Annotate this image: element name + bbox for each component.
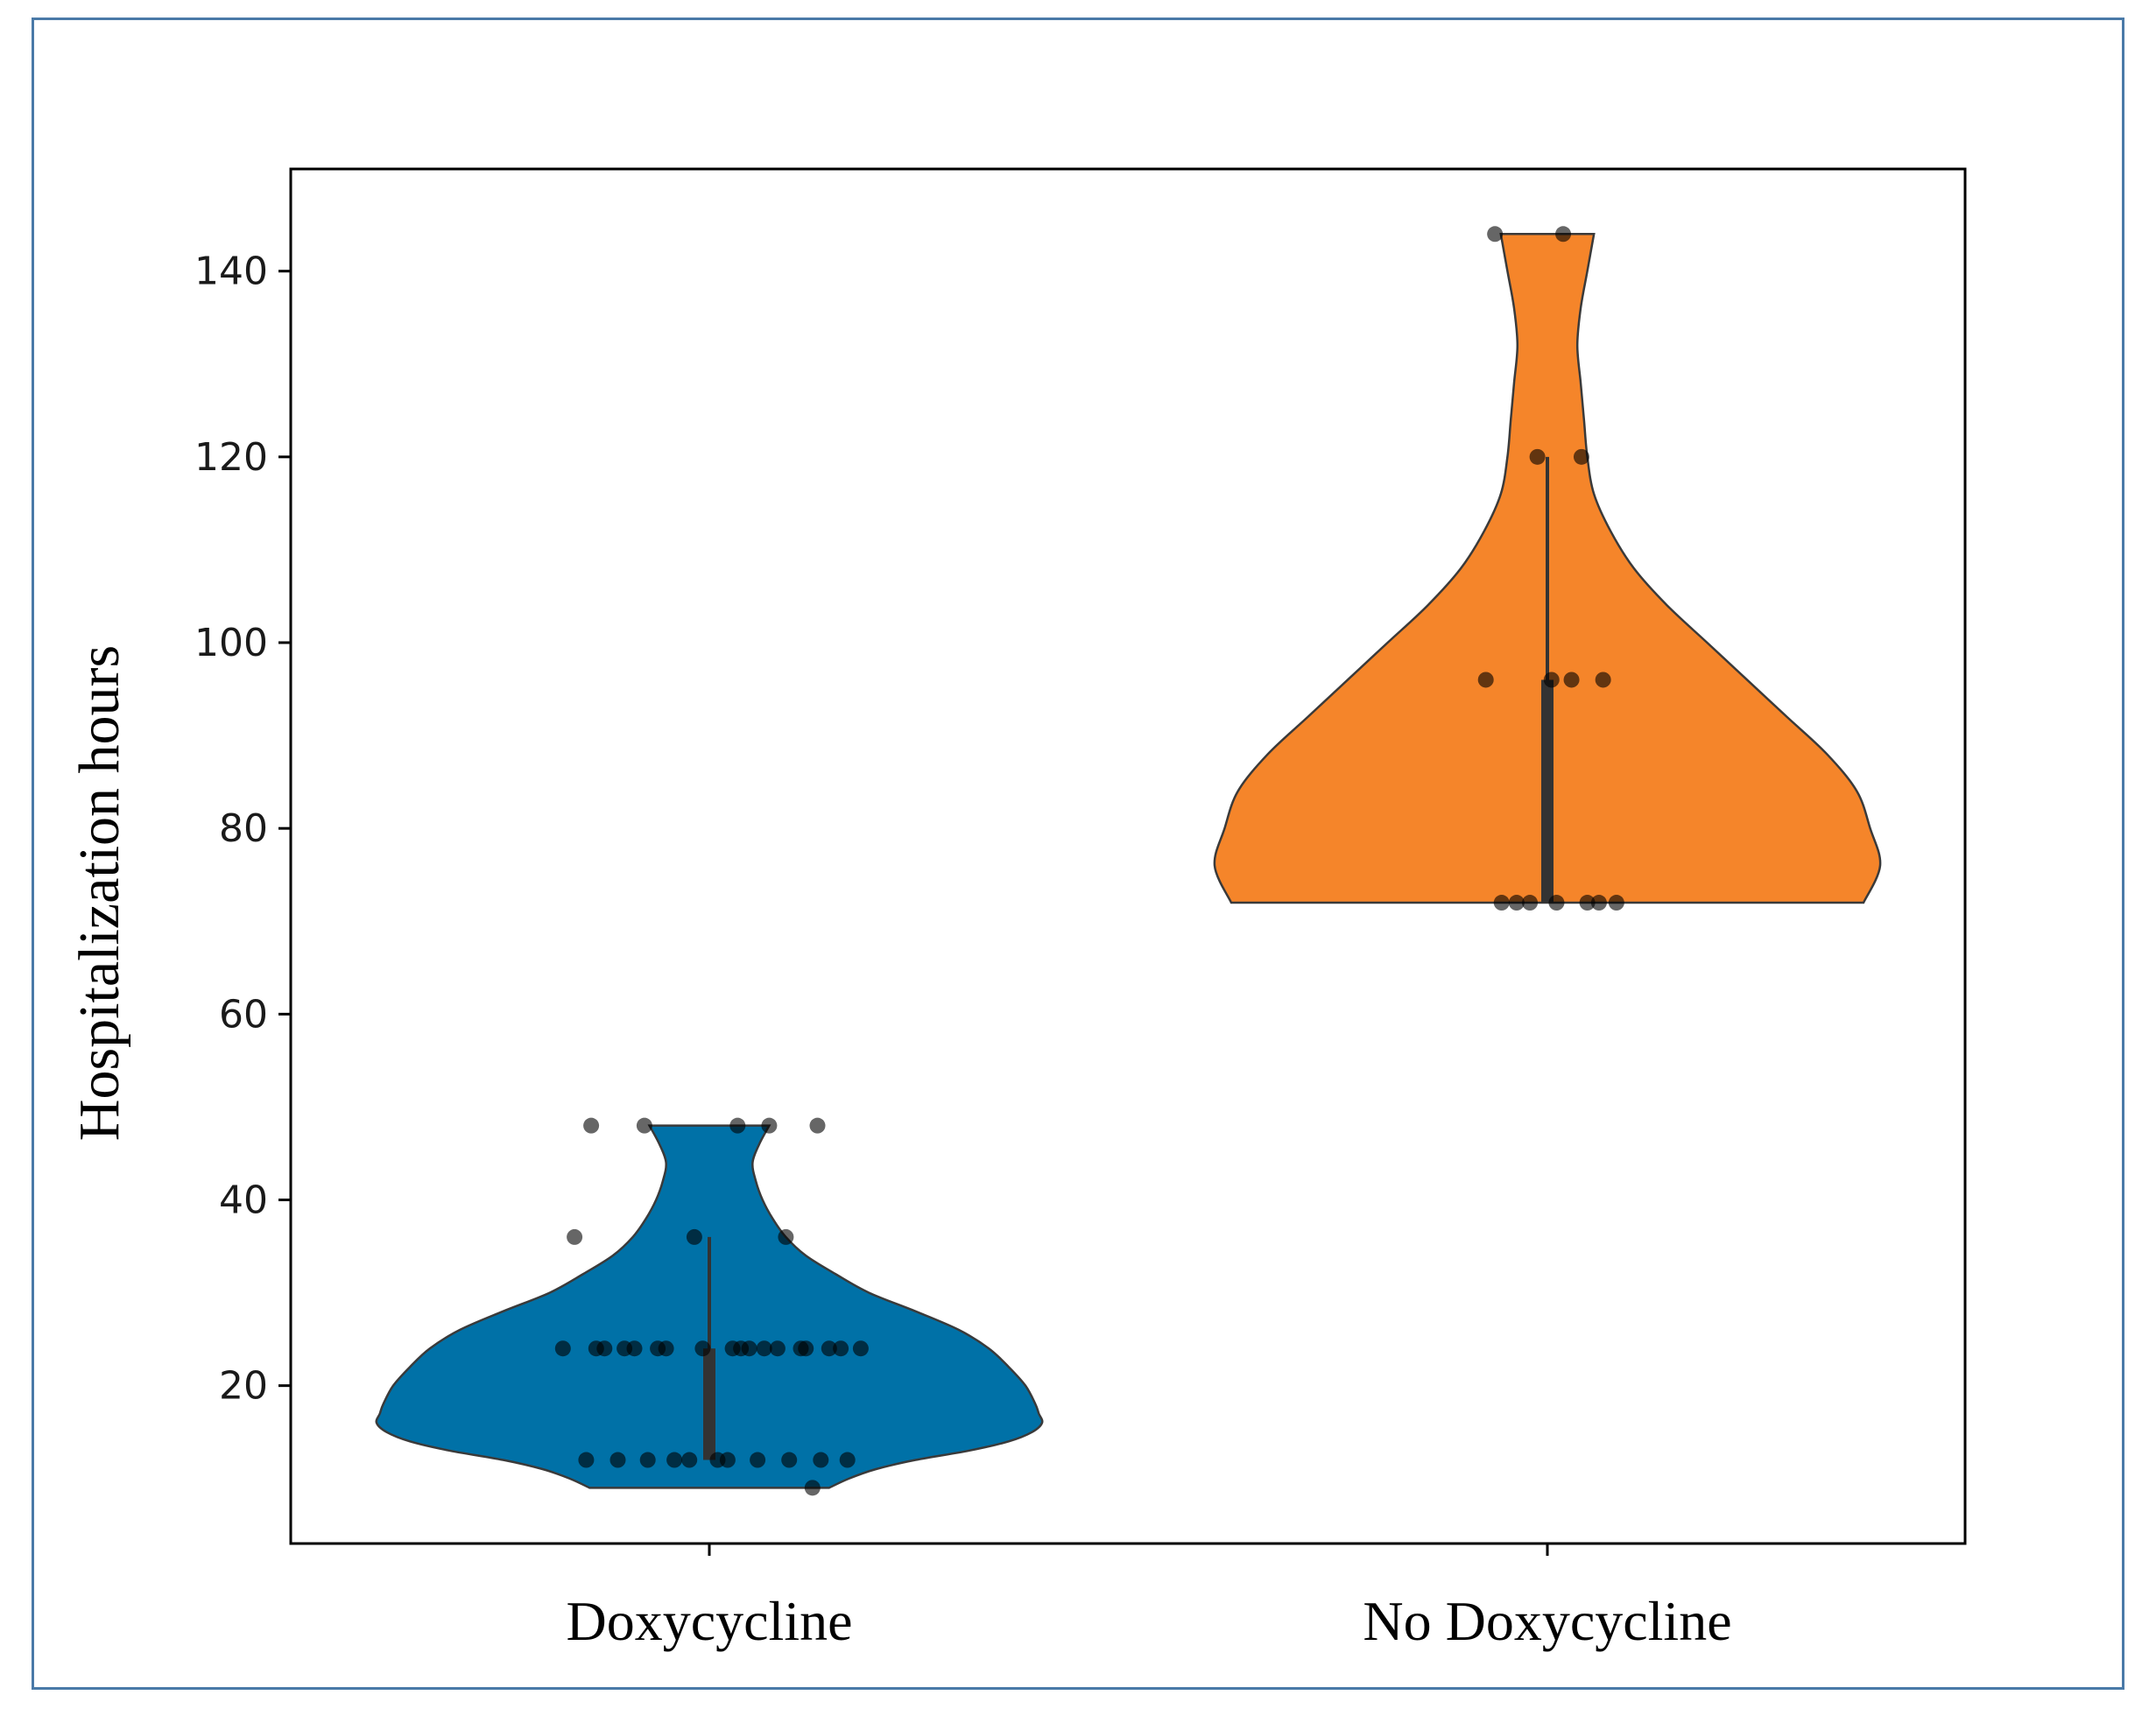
x-category-label: No Doxycycline — [1363, 1590, 1731, 1652]
y-axis: 20 40 60 80 100 120 140 — [194, 250, 291, 1409]
data-point — [821, 1340, 837, 1357]
data-point — [724, 1340, 741, 1357]
data-point — [617, 1340, 633, 1357]
data-point — [1493, 895, 1510, 911]
data-point — [813, 1452, 829, 1468]
y-tick-label: 40 — [219, 1178, 268, 1223]
y-tick-label: 60 — [219, 992, 268, 1037]
data-point — [750, 1452, 766, 1468]
data-point — [686, 1228, 702, 1245]
data-point — [778, 1228, 794, 1245]
y-tick-label: 80 — [219, 806, 268, 851]
y-tick-label: 20 — [219, 1364, 268, 1409]
data-point — [798, 1340, 814, 1357]
data-point — [1595, 672, 1611, 688]
plot-area-border — [289, 167, 1967, 1545]
data-point — [583, 1117, 600, 1134]
data-point — [1608, 895, 1624, 911]
data-point — [1522, 895, 1539, 911]
data-point — [709, 1452, 726, 1468]
data-point — [658, 1340, 674, 1357]
violins-layer — [375, 233, 1882, 1489]
x-category-label: Doxycycline — [567, 1590, 853, 1652]
data-point — [761, 1117, 778, 1134]
data-point — [636, 1117, 652, 1134]
x-axis: Doxycycline No Doxycycline — [567, 1544, 1732, 1652]
data-point — [756, 1340, 772, 1357]
data-point — [1563, 672, 1580, 688]
y-tick-label: 100 — [194, 621, 268, 665]
data-point — [666, 1452, 683, 1468]
data-point — [741, 1340, 757, 1357]
data-point — [1543, 672, 1560, 688]
y-tick-label: 120 — [194, 435, 268, 480]
data-point — [567, 1228, 583, 1245]
points-layer — [554, 226, 1624, 1496]
data-point — [804, 1480, 821, 1496]
data-point — [1529, 448, 1546, 465]
data-point — [1573, 448, 1589, 465]
data-point — [1579, 895, 1596, 911]
data-point — [1555, 226, 1572, 243]
y-axis-title: Hospitalization hours — [67, 645, 131, 1141]
data-point — [681, 1452, 698, 1468]
data-point — [1487, 226, 1504, 243]
data-point — [729, 1117, 746, 1134]
data-point — [769, 1340, 786, 1357]
data-point — [578, 1452, 595, 1468]
data-point — [839, 1452, 856, 1468]
data-point — [833, 1340, 849, 1357]
data-point — [1590, 895, 1607, 911]
data-point — [694, 1340, 711, 1357]
y-tick-label: 140 — [194, 250, 268, 294]
data-point — [781, 1452, 798, 1468]
data-point — [554, 1340, 571, 1357]
data-point — [852, 1340, 869, 1357]
data-point — [1477, 672, 1494, 688]
data-point — [1548, 895, 1565, 911]
data-point — [809, 1117, 826, 1134]
data-point — [1508, 895, 1525, 911]
data-point — [639, 1452, 656, 1468]
data-point — [609, 1452, 626, 1468]
data-point — [588, 1340, 604, 1357]
